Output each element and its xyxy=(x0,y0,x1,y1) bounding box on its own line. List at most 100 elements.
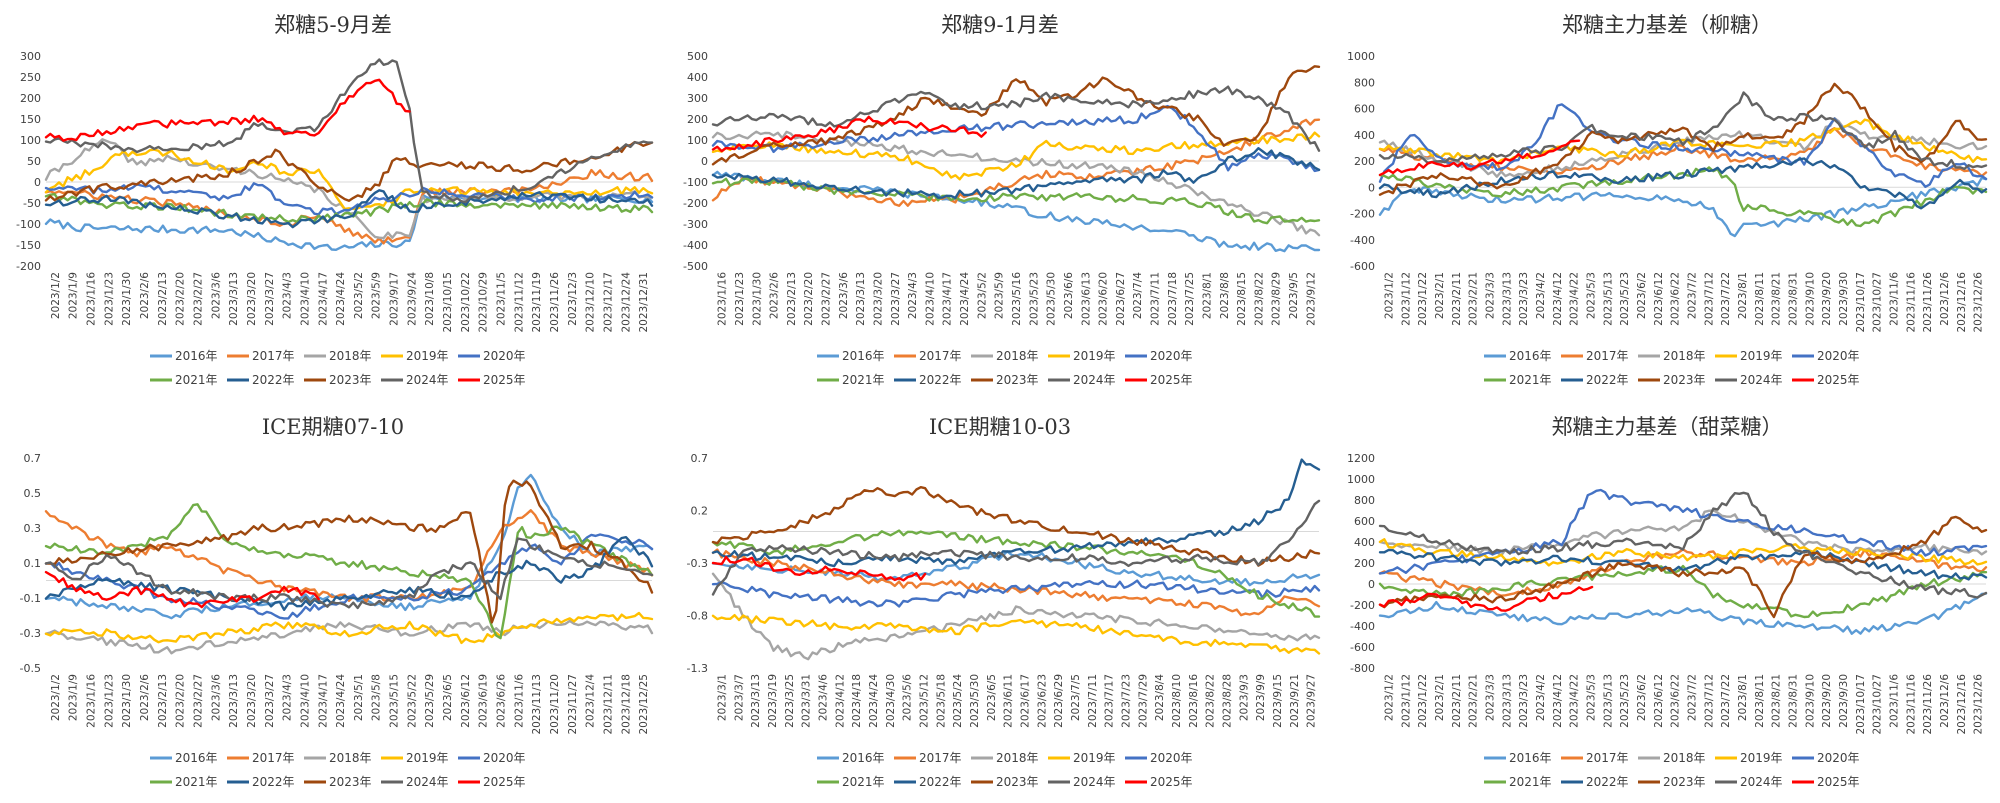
chart-panel-5: ICE期糖10-03 0.7 0.2 -0.3 -0.8 -1.3 2023/3/1 2023… xyxy=(667,402,1333,803)
x-tick-label: 2023/12/3 xyxy=(567,272,579,326)
x-tick-label: 2023/11/19 xyxy=(531,272,543,333)
legend-label: 2024年 xyxy=(1740,373,1783,387)
x-tick-label: 2023/12/10 xyxy=(585,272,597,333)
x-tick-label: 2023/4/3 xyxy=(282,674,294,721)
series-line xyxy=(711,118,1321,208)
y-tick-label: -600 xyxy=(1350,641,1375,654)
x-tick-label: 2023/6/17 xyxy=(1019,674,1031,728)
x-tick-label: 2023/4/30 xyxy=(885,674,897,728)
series-line xyxy=(44,189,654,229)
x-tick-label: 2023/6/5 xyxy=(442,674,454,721)
y-tick-label: -800 xyxy=(1350,662,1375,675)
chart-title: ICE期糖10-03 xyxy=(929,415,1071,439)
legend-label: 2020年 xyxy=(483,349,526,363)
legend-label: 2017年 xyxy=(919,751,962,765)
y-tick-label: -400 xyxy=(1350,620,1375,633)
legend-label: 2021年 xyxy=(1509,373,1552,387)
x-tick-label: 2023/2/1 xyxy=(1434,674,1446,721)
x-tick-label: 2023/6/12 xyxy=(460,674,472,728)
legend-label: 2016年 xyxy=(1509,751,1552,765)
series-line xyxy=(1378,488,1988,575)
x-tick-label: 2023/11/6 xyxy=(513,674,525,728)
legend-label: 2024年 xyxy=(406,373,449,387)
legend-label: 2025年 xyxy=(483,775,526,789)
x-tick-label: 2023/8/29 xyxy=(1271,272,1283,326)
series-line xyxy=(711,579,1321,608)
x-tick-label: 2023/1/16 xyxy=(86,674,98,728)
y-tick-label: -500 xyxy=(683,260,708,273)
legend-label: 2020年 xyxy=(1817,349,1860,363)
x-tick-label: 2023/11/12 xyxy=(513,272,525,333)
x-tick-label: 2023/6/29 xyxy=(1053,674,1065,728)
x-tick-label: 2023/1/22 xyxy=(1417,272,1429,326)
x-tick-label: 2023/3/7 xyxy=(733,674,745,721)
legend-label: 2019年 xyxy=(406,349,449,363)
x-tick-label: 2023/2/20 xyxy=(175,674,187,728)
x-tick-label: 2023/5/9 xyxy=(371,272,383,319)
x-tick-label: 2023/5/8 xyxy=(371,674,383,721)
x-tick-label: 2023/7/11 xyxy=(1087,674,1099,728)
x-tick-label: 2023/8/11 xyxy=(1754,674,1766,728)
y-tick-label: -300 xyxy=(683,218,708,231)
series-line xyxy=(711,572,1321,661)
x-tick-label: 2023/11/26 xyxy=(1922,272,1934,333)
x-tick-label: 2023/3/6 xyxy=(210,674,222,721)
x-tick-label: 2023/9/24 xyxy=(406,272,418,326)
y-tick-label: 150 xyxy=(20,113,41,126)
y-tick-label: 0 xyxy=(1368,181,1375,194)
x-tick-label: 2023/7/17 xyxy=(1104,674,1116,728)
x-tick-label: 2023/2/21 xyxy=(1468,674,1480,728)
series-line xyxy=(711,115,987,153)
legend-label: 2018年 xyxy=(1663,751,1706,765)
x-tick-label: 2023/6/6 xyxy=(1063,272,1075,319)
x-tick-label: 2023/9/5 xyxy=(1288,272,1300,319)
x-tick-label: 2023/3/3 xyxy=(1484,674,1496,721)
chart-svg: 郑糖9-1月差 500 400 300 200 100 0 -100 -200 -300 -400 -… xyxy=(683,13,1321,387)
y-tick-label: 100 xyxy=(687,134,708,147)
chart-title: 郑糖主力基差（柳糖） xyxy=(1562,13,1772,37)
y-tick-label: 600 xyxy=(1354,515,1375,528)
x-tick-label: 2023/5/18 xyxy=(935,674,947,728)
x-tick-label: 2023/3/25 xyxy=(784,674,796,728)
x-tick-label: 2023/9/10 xyxy=(1804,272,1816,326)
x-tick-label: 2023/4/12 xyxy=(834,674,846,728)
y-tick-label: 1000 xyxy=(1347,50,1375,63)
series-line xyxy=(44,479,654,624)
x-tick-label: 2023/1/12 xyxy=(1400,674,1412,728)
x-tick-label: 2023/2/1 xyxy=(1434,272,1446,319)
x-tick-label: 2023/2/27 xyxy=(193,674,205,728)
legend-label: 2017年 xyxy=(252,751,295,765)
series-line xyxy=(1378,548,1988,581)
legend-label: 2020年 xyxy=(483,751,526,765)
chart-panel-2: 郑糖9-1月差 500 400 300 200 100 0 -100 -200 -300 -400 -… xyxy=(667,0,1333,401)
series-line xyxy=(711,131,1321,181)
legend-label: 2016年 xyxy=(175,349,218,363)
series-line xyxy=(711,555,927,582)
x-tick-label: 2023/4/22 xyxy=(1569,272,1581,326)
legend-label: 2023年 xyxy=(1663,775,1706,789)
x-tick-label: 2023/4/3 xyxy=(282,272,294,319)
x-tick-label: 2023/5/6 xyxy=(902,674,914,721)
x-tick-label: 2023/11/6 xyxy=(1888,272,1900,326)
series-line xyxy=(1378,166,1988,228)
x-tick-label: 2023/12/24 xyxy=(620,272,632,333)
y-tick-label: 1000 xyxy=(1347,473,1375,486)
series-line xyxy=(44,58,654,204)
x-tick-label: 2023/3/27 xyxy=(264,272,276,326)
x-tick-label: 2023/8/21 xyxy=(1771,272,1783,326)
x-tick-label: 2023/8/16 xyxy=(1188,674,1200,728)
y-tick-label: -200 xyxy=(683,197,708,210)
legend-label: 2025年 xyxy=(1817,775,1860,789)
x-tick-label: 2023/2/6 xyxy=(769,272,781,319)
x-tick-label: 2023/5/12 xyxy=(918,674,930,728)
x-tick-label: 2023/6/22 xyxy=(1670,674,1682,728)
y-tick-label: 300 xyxy=(20,50,41,63)
x-tick-label: 2023/7/12 xyxy=(1703,272,1715,326)
series-line xyxy=(44,537,654,610)
legend-label: 2020年 xyxy=(1150,751,1193,765)
x-tick-label: 2023/6/13 xyxy=(1080,272,1092,326)
x-tick-label: 2023/10/27 xyxy=(1872,674,1884,735)
x-tick-label: 2023/8/28 xyxy=(1221,674,1233,728)
x-tick-label: 2023/11/27 xyxy=(567,674,579,735)
x-tick-label: 2023/7/23 xyxy=(1120,674,1132,728)
